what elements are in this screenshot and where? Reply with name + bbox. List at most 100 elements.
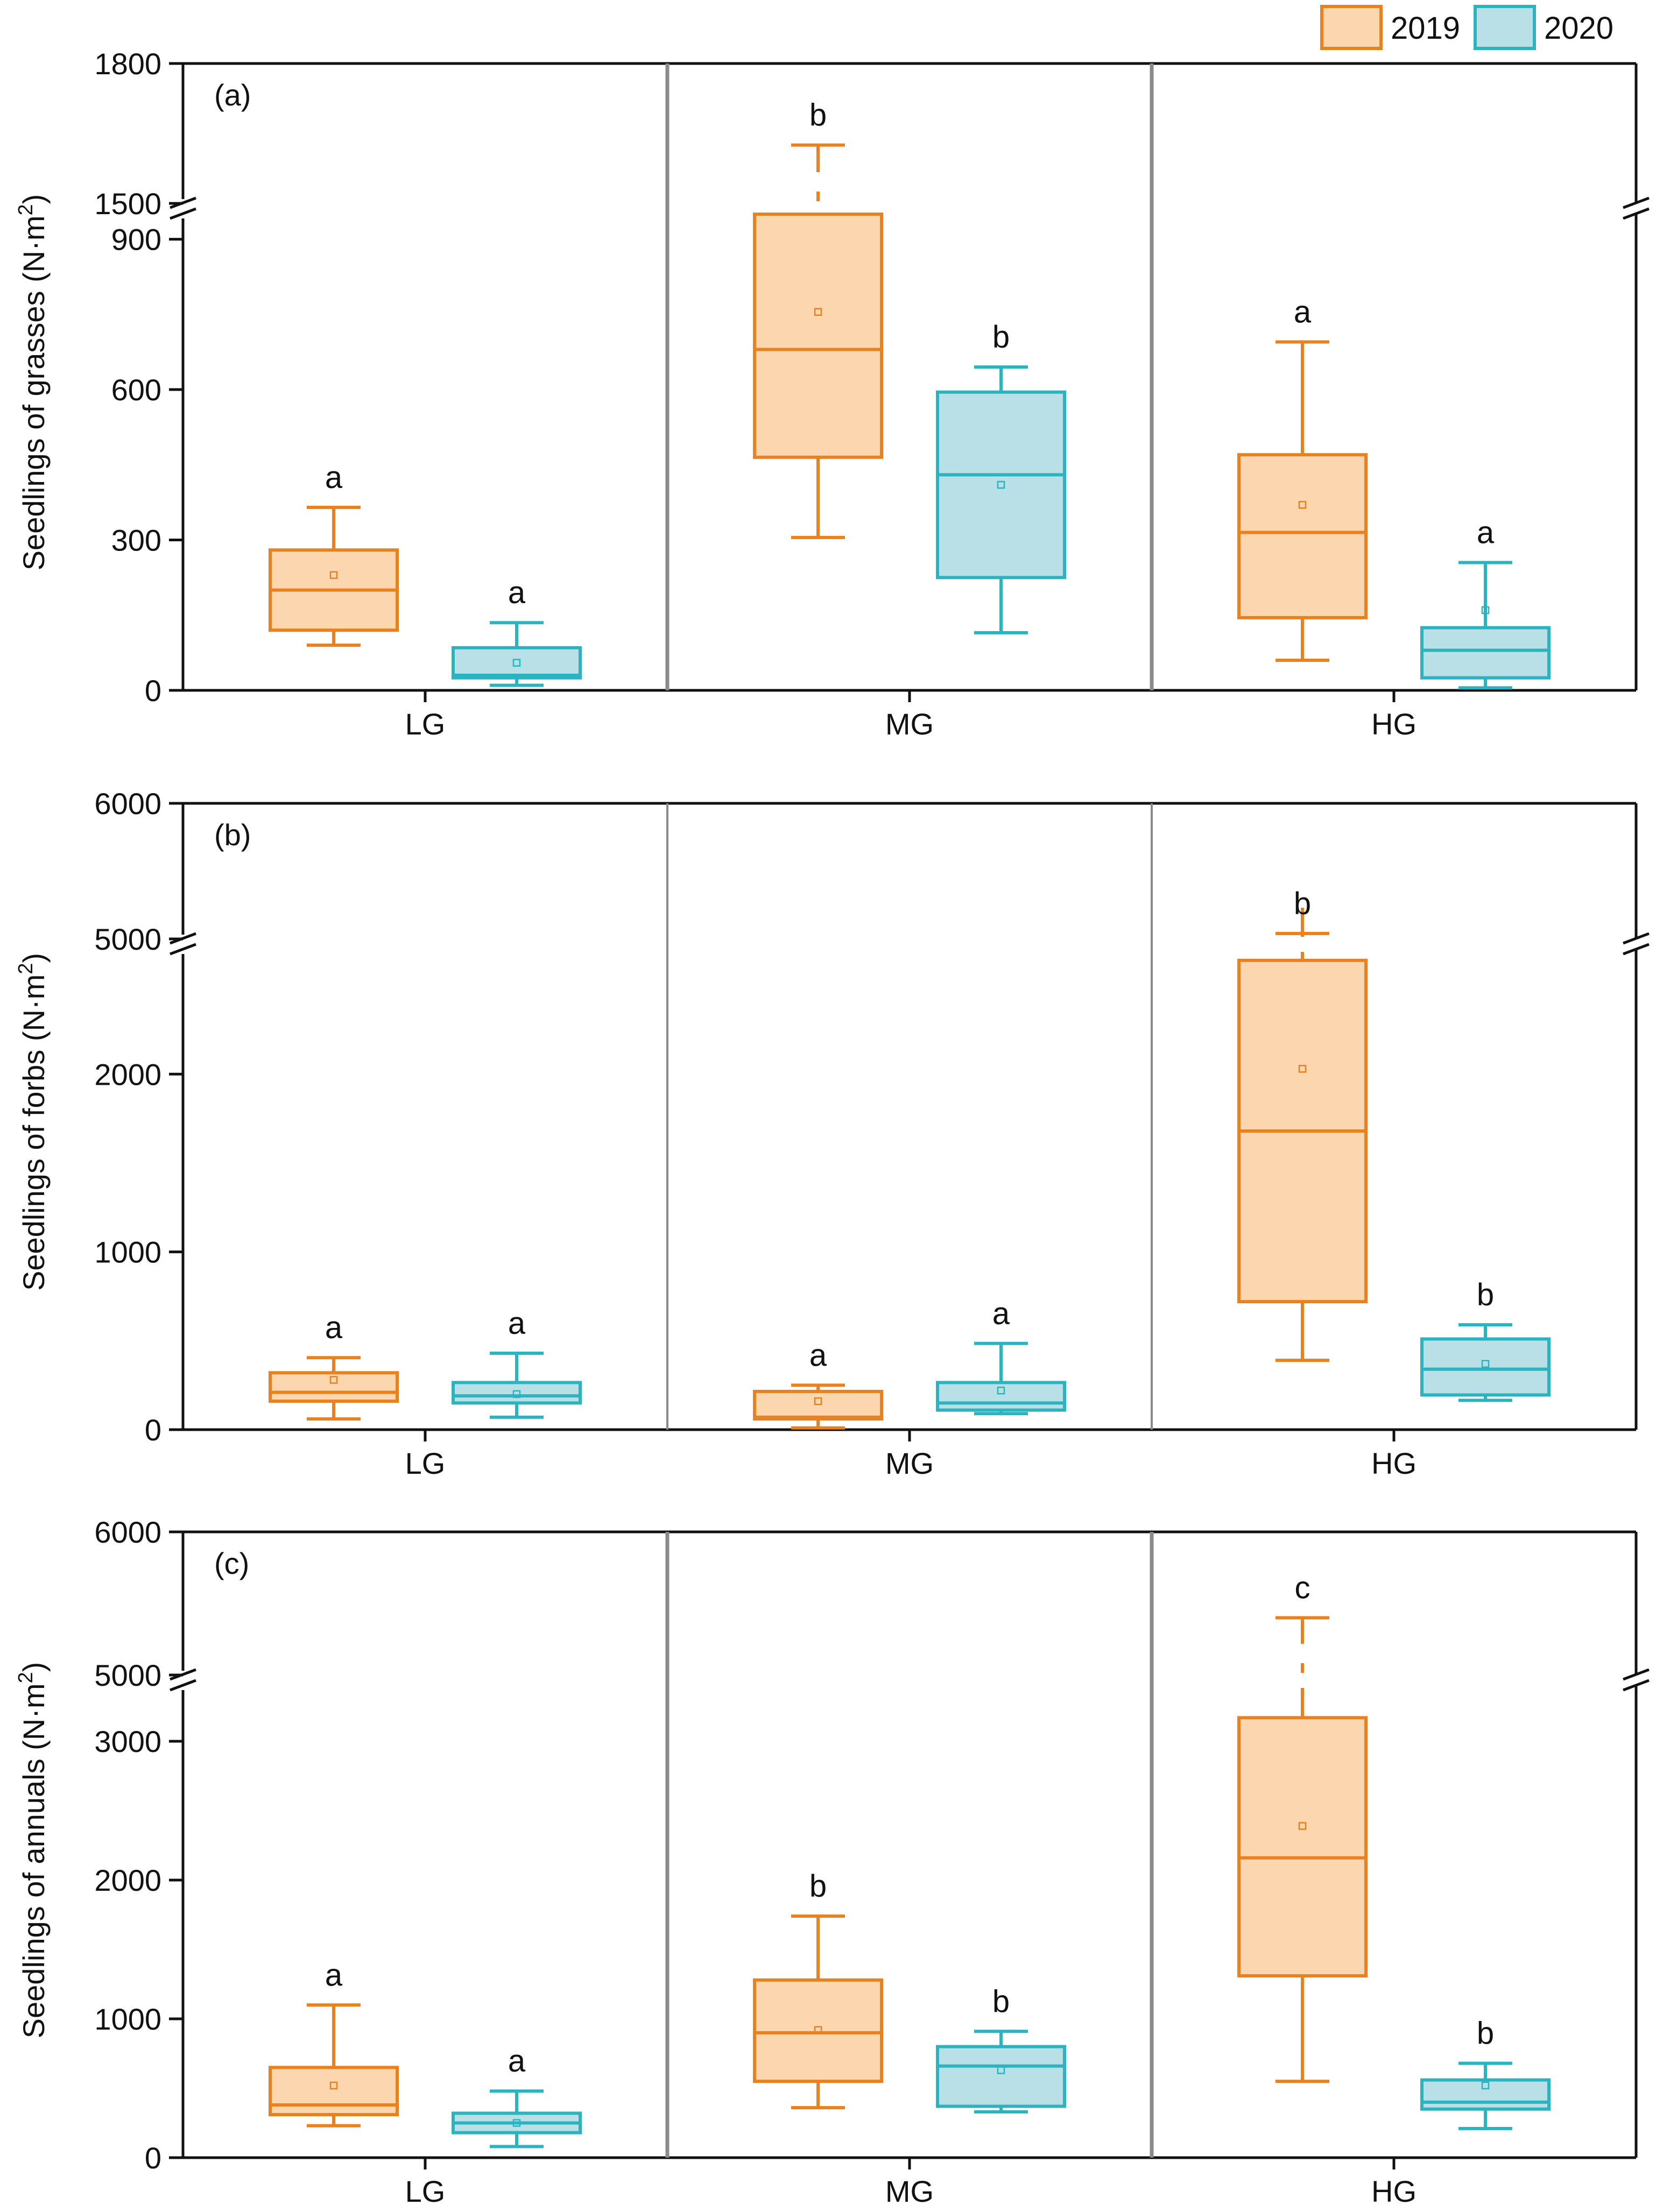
legend-label: 2019 [1391,11,1460,46]
significance-letter: a [508,575,526,610]
box-2020-MG: a [936,1296,1066,1416]
y-axis-title-end: ) [17,953,51,963]
box-iqr [753,213,883,459]
axis-break-right [1623,932,1650,956]
axis-break-left [170,932,196,956]
panel-tag: (b) [214,818,251,852]
y-axis-title-end: ) [17,1662,51,1672]
break-slash [170,943,196,956]
mean-marker [329,1376,338,1384]
legend-swatch [1320,5,1383,50]
y-axis-title-sup: 2 [15,963,37,974]
mean-marker [814,1397,822,1405]
y-tick-label: 900 [111,223,161,257]
significance-letter: b [1477,1277,1494,1312]
mean-marker [997,1387,1005,1395]
mean-marker [512,659,521,667]
y-axis-title: Seedlings of grasses (N·m2) [15,194,51,571]
legend-item-2019: 2019 [1320,5,1460,50]
box-2020-LG: a [452,1306,582,1419]
legend-label: 2020 [1544,11,1613,46]
panel-c: 0 1000 2000 3000 5000 6000 LG MG HG (c) Seedlings … [15,1515,1650,2208]
x-tick-label: LG [405,2174,446,2208]
y-axis-title-sup: 2 [15,1672,37,1683]
box-2019-MG: b [753,98,883,539]
x-tick-label: HG [1371,1446,1417,1480]
box-2019-MG: b [753,1869,883,2110]
significance-letter: a [1294,295,1312,330]
significance-letter: b [1477,2016,1494,2051]
box-2020-MG: b [936,1984,1066,2114]
mean-marker [1481,606,1490,614]
mean-marker [512,2119,521,2127]
y-tick-label: 2000 [94,1057,161,1091]
x-tick-label: HG [1371,707,1417,741]
mean-marker [814,308,822,316]
box-iqr [753,1389,883,1421]
y-axis-title-sup: 2 [15,204,37,215]
panel-tag: (a) [214,78,251,112]
significance-letter: a [809,1338,827,1373]
box-iqr [936,2045,1066,2108]
box-iqr [269,2066,399,2117]
box-iqr [1237,1716,1368,1978]
y-tick-label: 6000 [94,1515,161,1549]
y-axis-title: Seedlings of annuals (N·m2) [15,1662,51,2039]
panel-b: 0 1000 2000 5000 6000 LG MG HG (b) Seedlings of f… [15,787,1650,1480]
box-2019-LG: a [269,1310,399,1421]
significance-letter: a [508,1306,526,1341]
significance-letter: a [1477,515,1495,550]
y-axis-title-end: ) [17,194,51,204]
mean-marker [1481,2081,1490,2090]
mean-marker [1298,1822,1307,1830]
y-axis-title-main: Seedlings of forbs (N·m [17,974,51,1291]
x-tick-label: LG [405,707,446,741]
box-iqr [936,1381,1066,1412]
mean-marker [329,571,338,579]
significance-letter: a [508,2044,526,2079]
significance-letter: a [325,460,343,495]
y-tick-label: 1000 [94,2002,161,2036]
y-tick-label: 5000 [94,922,161,956]
mean-marker [329,2081,338,2090]
box-iqr [1420,2078,1551,2111]
y-tick-label: 0 [145,674,161,708]
y-axis-title-main: Seedlings of annuals (N·m [17,1683,51,2038]
axis-break-right [1623,1668,1650,1692]
box-2020-MG: b [936,320,1066,634]
x-tick-label: MG [885,1446,934,1480]
box-iqr [936,390,1066,579]
axis-break-right [1623,196,1650,220]
y-tick-label: 6000 [94,787,161,821]
y-tick-label: 1500 [94,187,161,221]
box-2020-HG: b [1420,1277,1551,1402]
significance-letter: b [809,1869,827,1904]
y-tick-label: 0 [145,1413,161,1447]
axis-break-left [170,196,196,220]
box-2019-LG: a [269,1957,399,2128]
break-slash [1623,196,1650,209]
break-slash [1623,1679,1650,1692]
break-slash [1623,943,1650,956]
y-tick-label: 600 [111,373,161,407]
box-2019-LG: a [269,460,399,647]
mean-marker [1298,1065,1307,1073]
y-tick-label: 3000 [94,1725,161,1758]
y-tick-label: 2000 [94,1863,161,1897]
box-2019-HG: b [1237,886,1368,1362]
box-iqr [452,1381,582,1405]
y-axis-title-main: Seedlings of grasses (N·m [17,215,51,570]
significance-letter: b [1294,886,1311,921]
significance-letter: a [325,1310,343,1345]
box-2020-HG: a [1420,515,1551,690]
significance-letter: b [809,98,827,133]
legend-swatch [1474,5,1536,50]
box-iqr [1237,453,1368,619]
mean-marker [512,1390,521,1398]
axis-break-left [170,1668,196,1692]
x-tick-label: HG [1371,2174,1417,2208]
y-tick-label: 1000 [94,1235,161,1269]
box-2019-HG: c [1237,1571,1368,2083]
